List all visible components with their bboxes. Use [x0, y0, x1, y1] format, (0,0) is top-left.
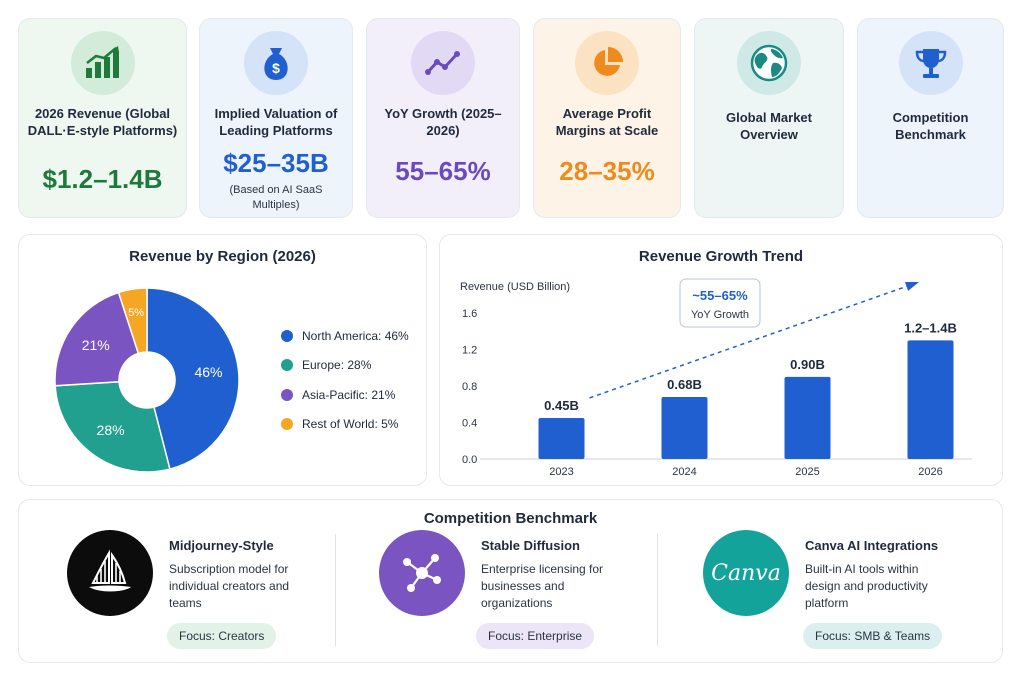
region-legend: North America: 46% Europe: 28% Asia-Paci…: [281, 321, 409, 439]
bar-data-label: 0.90B: [790, 357, 825, 372]
growth-chart-title: Revenue Growth Trend: [638, 248, 804, 265]
competitor-desc: Built-in AI tools within design and prod…: [805, 562, 928, 610]
bar-2026: [907, 340, 954, 459]
y-tick-label: 0.4: [462, 418, 477, 430]
region-chart-title: Revenue by Region (2026): [129, 248, 316, 265]
pie-slice-europe: [54, 380, 171, 473]
growth-annotation-box: [679, 278, 761, 328]
competitor-name: Midjourney-Style: [169, 538, 274, 553]
legend-item-rest-of-world: Rest of World: 5%: [281, 410, 409, 440]
trend-line-icon: [411, 31, 475, 95]
x-tick-label: 2026: [918, 466, 942, 478]
kpi-label: YoY Growth (2025–2026): [384, 106, 502, 138]
focus-badge: Focus: Creators: [167, 623, 277, 649]
legend-item-europe: Europe: 28%: [281, 351, 409, 381]
legend-swatch: [281, 329, 293, 342]
bar-data-label: 0.68B: [667, 377, 702, 392]
x-tick-label: 2023: [549, 466, 573, 478]
y-tick-label: 0.0: [462, 454, 477, 466]
kpi-card-revenue: 2026 Revenue (Global DALL·E-style Platfo…: [18, 18, 187, 218]
trophy-icon: [898, 31, 963, 95]
kpi-label: Global Market Overview: [726, 110, 812, 142]
pie-data-label: 46%: [194, 364, 222, 380]
bar-data-label: 0.45B: [544, 398, 579, 413]
competitor-stable-diffusion: Stable Diffusion Enterprise licensing fo…: [379, 530, 649, 660]
competitor-midjourney: Midjourney-Style Subscription model for …: [67, 530, 337, 660]
canva-logo: Canva: [703, 530, 789, 616]
kpi-value: $25–35B: [223, 148, 329, 178]
legend-label: Europe: 28%: [302, 358, 372, 373]
bar-data-label: 1.2–1.4B: [904, 320, 957, 335]
y-axis-label: Revenue (USD Billion): [460, 281, 570, 293]
pie-data-label: 5%: [128, 307, 144, 319]
legend-item-north-america: North America: 46%: [281, 321, 409, 351]
growth-panel: Revenue Growth Trend Revenue (USD Billio…: [439, 234, 1003, 486]
kpi-row: 2026 Revenue (Global DALL·E-style Platfo…: [18, 18, 1004, 218]
pie-slice-north-america: [146, 287, 240, 471]
y-tick-label: 1.6: [462, 308, 477, 320]
competitor-canva: Canva Canva AI Integrations Built-in AI …: [703, 530, 983, 660]
pie-data-label: 21%: [82, 337, 110, 353]
kpi-label: Competition Benchmark: [892, 110, 969, 142]
pie-data-label: 28%: [97, 422, 125, 438]
legend-swatch: [281, 388, 293, 401]
legend-item-asia-pacific: Asia-Pacific: 21%: [281, 380, 409, 410]
legend-swatch: [281, 418, 293, 431]
competitor-desc: Subscription model for individual creato…: [169, 562, 290, 610]
pie-slice-rest-of-world: [117, 287, 148, 355]
kpi-card-valuation: $ Implied Valuation of Leading Platforms…: [199, 18, 353, 218]
legend-swatch: [281, 359, 293, 372]
trend-arrow-head: [904, 281, 919, 291]
growth-annotation-label: YoY Growth: [691, 309, 749, 321]
divider: [335, 534, 336, 646]
svg-text:$: $: [272, 60, 280, 76]
focus-badge: Focus: SMB & Teams: [803, 623, 943, 649]
competitor-desc: Enterprise licensing for businesses and …: [481, 562, 604, 610]
bar-chart-icon: [70, 31, 135, 95]
kpi-note: (Based on AI SaaS Multiples): [229, 184, 323, 211]
legend-label: Asia-Pacific: 21%: [302, 387, 396, 402]
competition-panel: Competition Benchmark Midjourney-Style S…: [18, 499, 1003, 663]
kpi-card-competition: Competition Benchmark: [857, 18, 1004, 218]
sailboat-icon: [67, 530, 153, 616]
growth-annotation-value: ~55–65%: [692, 288, 748, 303]
kpi-value: $1.2–1.4B: [42, 164, 163, 194]
focus-badge: Focus: Enterprise: [476, 623, 595, 649]
money-bag-icon: $: [244, 31, 308, 95]
kpi-label: Average Profit Margins at Scale: [555, 106, 659, 138]
legend-label: Rest of World: 5%: [302, 417, 399, 432]
kpi-card-growth: YoY Growth (2025–2026) 55–65%: [366, 18, 520, 218]
canva-logo-text: Canva: [711, 560, 781, 586]
region-pie-chart: 46% 28% 21% 5%: [54, 287, 240, 473]
bar-2024: [661, 396, 708, 459]
competitor-name: Canva AI Integrations: [805, 538, 939, 553]
y-tick-label: 0.8: [462, 381, 477, 393]
kpi-card-market: Global Market Overview: [694, 18, 844, 218]
y-tick-label: 1.2: [462, 345, 477, 357]
kpi-value: 55–65%: [395, 156, 491, 186]
growth-bar-chart: Revenue (USD Billion) 0.0 0.4 0.8 1.2 1.6 0.45…: [460, 278, 972, 478]
kpi-label: 2026 Revenue (Global DALL·E-style Platfo…: [27, 106, 178, 138]
pie-chart-icon: [575, 31, 639, 95]
kpi-card-margins: Average Profit Margins at Scale 28–35%: [533, 18, 681, 218]
kpi-value: 28–35%: [559, 156, 655, 186]
competitor-name: Stable Diffusion: [481, 538, 580, 553]
kpi-label: Implied Valuation of Leading Platforms: [214, 106, 338, 138]
network-icon: [379, 530, 465, 616]
trend-arrow-line: [589, 284, 911, 399]
region-panel: Revenue by Region (2026) 46% 28% 21% 5% Nor…: [18, 234, 427, 486]
bar-2025: [784, 376, 831, 459]
pie-slice-asia-pacific: [54, 291, 140, 387]
legend-label: North America: 46%: [302, 328, 409, 343]
x-tick-label: 2025: [795, 466, 819, 478]
x-tick-label: 2024: [672, 466, 696, 478]
divider: [657, 534, 658, 646]
globe-icon: [737, 31, 801, 95]
bar-2023: [538, 417, 585, 459]
competition-title: Competition Benchmark: [423, 510, 598, 527]
